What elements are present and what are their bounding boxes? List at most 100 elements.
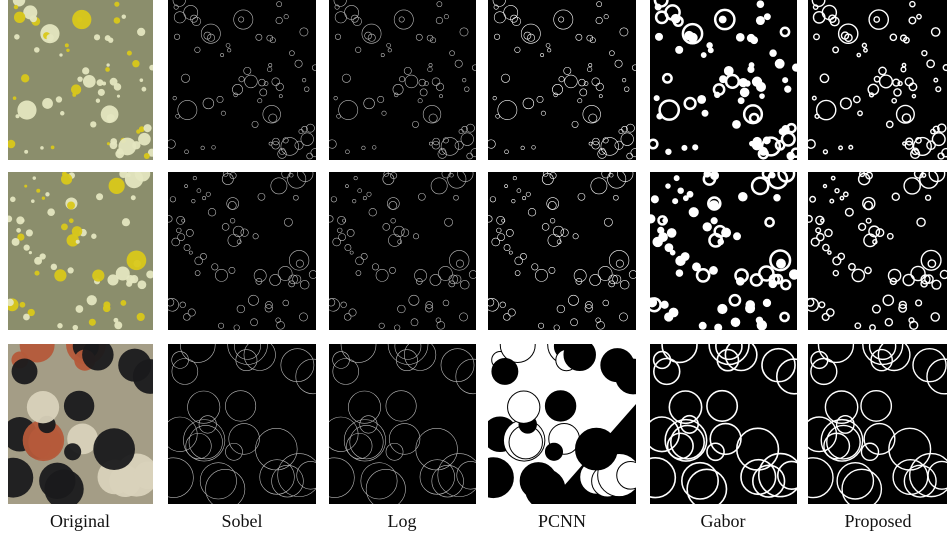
edge <box>700 323 705 328</box>
segment <box>474 458 514 498</box>
edge <box>733 121 739 127</box>
figure: Original Sobel Log PCNN Gabor Proposed <box>0 0 947 540</box>
edge <box>679 189 683 193</box>
image-panel <box>636 325 812 509</box>
colony <box>12 238 20 246</box>
edge <box>689 34 696 41</box>
colony <box>91 234 96 239</box>
image-panel <box>315 325 491 509</box>
colony <box>144 153 150 159</box>
edge <box>709 49 712 52</box>
colony <box>107 142 110 145</box>
colony <box>24 150 28 154</box>
edge <box>777 260 784 267</box>
colony <box>33 176 36 179</box>
image-panel <box>648 166 799 330</box>
colony <box>87 295 97 305</box>
edge <box>764 300 770 306</box>
edge <box>757 17 764 24</box>
colony <box>92 269 104 281</box>
image-panel <box>167 0 319 160</box>
edge <box>648 299 656 307</box>
edge <box>720 76 725 81</box>
edge <box>708 43 712 47</box>
edge <box>765 14 769 18</box>
edge <box>662 302 668 308</box>
edge <box>666 150 670 154</box>
edge <box>732 319 739 326</box>
colony <box>138 133 151 146</box>
edge <box>719 240 723 244</box>
colony <box>64 443 81 460</box>
edge <box>672 15 679 22</box>
image-panel <box>649 0 800 160</box>
colony <box>42 98 53 109</box>
colony <box>24 185 27 188</box>
colony <box>65 43 69 47</box>
colony <box>57 323 62 328</box>
edge <box>745 81 749 85</box>
colony <box>110 78 118 86</box>
segment <box>545 391 575 421</box>
edge <box>712 218 717 223</box>
colony <box>30 15 37 22</box>
column-label: PCNN <box>538 511 586 531</box>
edge <box>656 34 661 39</box>
colony <box>16 228 21 233</box>
edge <box>693 146 697 150</box>
edge <box>703 111 707 115</box>
edge <box>656 5 660 9</box>
colony <box>73 325 79 331</box>
colony <box>42 196 45 199</box>
colony <box>83 75 96 88</box>
image-panel <box>327 166 478 330</box>
colony <box>16 216 24 224</box>
colony <box>13 96 17 100</box>
column-label: Original <box>50 511 110 531</box>
edge <box>719 305 727 313</box>
colony <box>24 244 30 250</box>
edge <box>654 238 662 246</box>
edge <box>684 196 687 199</box>
edge <box>710 267 716 273</box>
colony <box>103 305 111 313</box>
edge <box>658 114 662 118</box>
colony <box>96 193 103 200</box>
colony <box>146 270 154 278</box>
colony <box>54 269 66 281</box>
image-panel <box>487 0 639 160</box>
colony <box>132 60 139 67</box>
image-panel <box>486 166 638 330</box>
image-panel <box>474 325 651 509</box>
colony <box>102 81 106 85</box>
colony <box>138 280 147 289</box>
edge <box>673 199 677 203</box>
edge <box>775 195 780 200</box>
image-panel <box>328 0 479 160</box>
edge <box>652 197 658 203</box>
colony <box>34 271 39 276</box>
image-panel <box>805 166 947 330</box>
segment <box>545 443 562 460</box>
edge <box>760 95 763 98</box>
edge <box>753 141 761 149</box>
colony <box>45 192 49 196</box>
colony <box>51 146 55 150</box>
colony <box>109 178 125 194</box>
colony <box>94 34 100 40</box>
colony <box>39 463 75 499</box>
colony <box>21 74 29 82</box>
colony <box>26 229 33 236</box>
edge <box>746 305 754 313</box>
colony <box>76 305 84 313</box>
segment <box>564 339 596 371</box>
colony <box>119 170 127 178</box>
colony <box>10 197 16 203</box>
colony <box>115 150 124 159</box>
edge <box>675 176 678 179</box>
edge <box>704 223 711 230</box>
edge <box>715 325 721 331</box>
edge <box>770 281 776 287</box>
colony <box>140 78 144 82</box>
edge <box>666 244 672 250</box>
